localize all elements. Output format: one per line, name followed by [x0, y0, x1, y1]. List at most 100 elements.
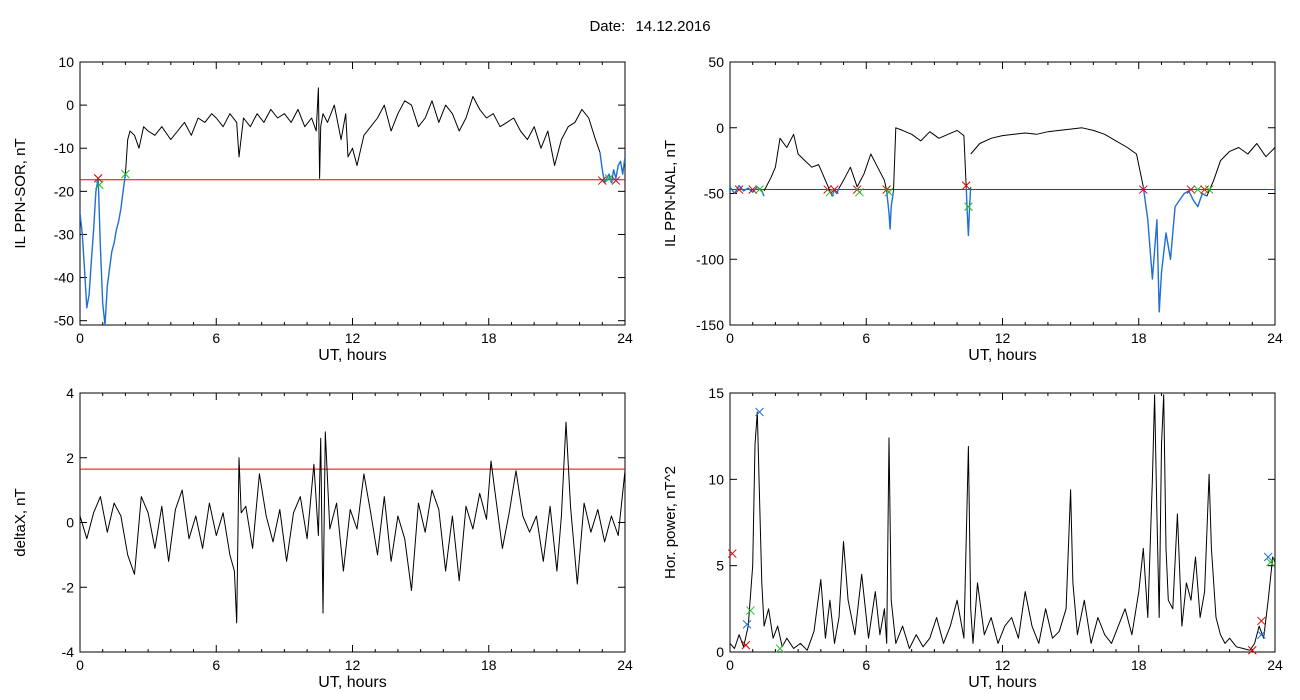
cross-marker [884, 187, 894, 197]
chart-panel-4: 0 6 12 18 24 15 10 5 0 UT, hours Hor. power, nT^2 [662, 385, 1283, 691]
date-value: 14.12.2016 [635, 18, 711, 35]
x-tick-label: 18 [481, 657, 497, 673]
plot-frame [729, 61, 1276, 326]
x-axis-label: UT, hours [318, 674, 386, 691]
y-tick-label: 2 [66, 450, 74, 466]
cross-marker [1257, 630, 1266, 640]
cross-marker [961, 181, 971, 190]
series-line [80, 421, 625, 624]
plot-frame [79, 61, 626, 326]
cross-marker [1257, 616, 1266, 626]
x-tick-label: 0 [76, 657, 84, 673]
cross-marker [746, 606, 755, 615]
cross-marker [734, 185, 744, 194]
x-tick-label: 0 [76, 330, 84, 346]
x-tick-label: 12 [345, 330, 361, 346]
cross-marker [830, 185, 839, 194]
x-tick-label: 18 [1131, 657, 1147, 673]
cross-marker [964, 202, 973, 212]
cross-marker [1186, 185, 1196, 194]
x-tick-label: 6 [212, 657, 220, 673]
cross-marker [855, 187, 864, 197]
cross-marker [1200, 185, 1209, 194]
highlight-series-line [886, 190, 895, 230]
series-line [124, 87, 601, 179]
cross-marker [727, 549, 737, 558]
y-tick-label: -50 [54, 313, 74, 329]
highlight-series-line [965, 186, 972, 237]
cross-marker [604, 174, 614, 183]
x-tick-label: 12 [995, 657, 1011, 673]
series-line [1206, 143, 1275, 197]
cross-marker [1266, 557, 1275, 567]
chart-panel-1: 0 6 12 18 24 10 0 -10 -20 -30 -40 -50 UT, hours IL PP… [12, 54, 633, 364]
highlight-series-line [1142, 186, 1208, 313]
cross-marker [597, 176, 607, 185]
y-tick-label: 0 [66, 97, 74, 113]
data-layer [80, 87, 625, 325]
y-tick-label: 10 [58, 54, 74, 70]
cross-marker [1138, 185, 1148, 194]
y-tick-label: 10 [708, 471, 724, 487]
figure-date-title: Date: 14.12.2016 [0, 18, 1300, 35]
x-tick-label: 6 [212, 330, 220, 346]
cross-marker [1193, 185, 1203, 194]
x-tick-label: 0 [726, 657, 734, 673]
x-axis-label: UT, hours [968, 674, 1036, 691]
x-tick-label: 24 [1267, 330, 1283, 346]
cross-marker [748, 185, 758, 194]
y-tick-label: -30 [54, 226, 74, 242]
y-tick-label: 15 [708, 385, 724, 401]
y-tick-label: -4 [62, 644, 75, 660]
x-tick-label: 24 [1267, 657, 1283, 673]
cross-marker [1247, 645, 1257, 655]
y-tick-label: 0 [66, 515, 74, 531]
cross-marker [1204, 185, 1214, 194]
y-tick-label: -2 [62, 579, 75, 595]
x-tick-label: 18 [481, 330, 497, 346]
y-tick-label: -10 [54, 140, 74, 156]
plot-frame [729, 392, 1276, 653]
x-tick-label: 24 [617, 330, 633, 346]
series-line [730, 394, 1275, 651]
x-tick-label: 18 [1131, 330, 1147, 346]
y-tick-label: 50 [708, 54, 724, 70]
chart-panel-2: 0 6 12 18 24 50 0 -50 -100 -150 UT, hours IL PPN-NA… [662, 54, 1283, 364]
y-axis-label: deltaX, nT [12, 488, 29, 556]
y-tick-label: 0 [716, 120, 724, 136]
y-tick-label: -150 [696, 317, 724, 333]
cross-marker [755, 185, 764, 194]
x-tick-label: 12 [345, 657, 361, 673]
highlight-series-line [730, 184, 765, 197]
y-tick-label: -100 [696, 251, 724, 267]
cross-marker [94, 180, 104, 190]
plot-frame [79, 392, 626, 653]
x-tick-label: 0 [726, 330, 734, 346]
y-tick-label: 5 [716, 558, 724, 574]
y-tick-label: -50 [704, 186, 724, 202]
x-tick-label: 12 [995, 330, 1011, 346]
data-layer [730, 127, 1275, 313]
cross-marker [755, 407, 764, 417]
date-label: Date: [589, 18, 626, 35]
highlight-series-line [80, 174, 127, 325]
cross-marker [775, 644, 785, 653]
cross-marker [825, 187, 835, 197]
y-tick-label: 4 [66, 385, 74, 401]
highlight-series-line [599, 152, 625, 184]
series-line [838, 153, 888, 192]
y-tick-label: -20 [54, 183, 74, 199]
x-axis-label: UT, hours [318, 347, 386, 364]
cross-marker [742, 620, 752, 629]
cross-marker [611, 176, 621, 185]
x-tick-label: 24 [617, 657, 633, 673]
series-line [970, 127, 1144, 188]
y-tick-label: -40 [54, 270, 74, 286]
y-axis-label: Hor. power, nT^2 [662, 466, 679, 579]
data-layer [730, 394, 1275, 651]
x-tick-label: 6 [862, 657, 870, 673]
chart-panel-3: 0 6 12 18 24 4 2 0 -2 -4 UT, hours deltaX, nT [12, 385, 633, 691]
x-tick-label: 6 [862, 330, 870, 346]
y-axis-label: IL PPN-NAL, nT [662, 140, 679, 247]
